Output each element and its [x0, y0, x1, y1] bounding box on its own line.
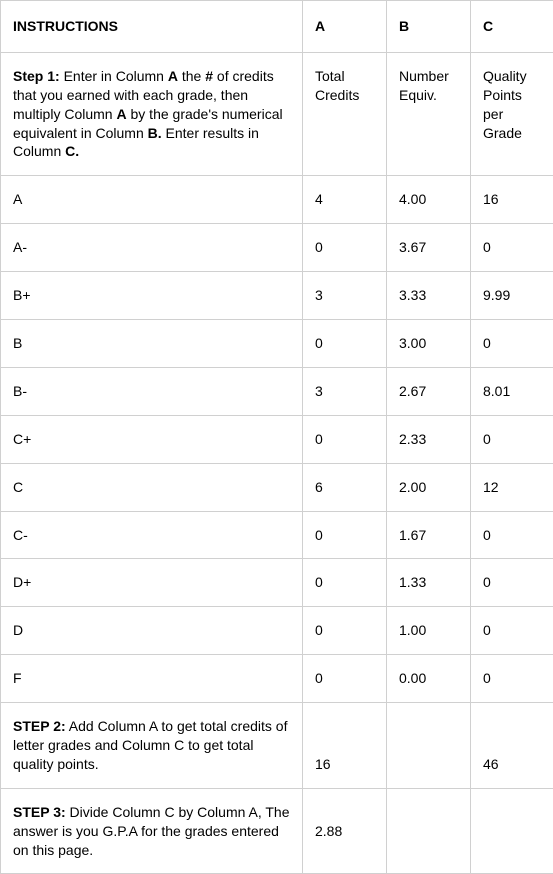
step1-col-b: Number Equiv.: [387, 52, 471, 175]
grade-label: B+: [1, 272, 303, 320]
step3-instructions: STEP 3: Divide Column C by Column A, The…: [1, 788, 303, 874]
step1-col-a: Total Credits: [303, 52, 387, 175]
header-instructions: INSTRUCTIONS: [1, 1, 303, 53]
header-col-c: C: [471, 1, 553, 53]
col-b-value: 1.67: [387, 511, 471, 559]
col-a-value: 0: [303, 607, 387, 655]
col-b-value: 2.00: [387, 463, 471, 511]
step2-col-c: 46: [471, 703, 553, 789]
col-c-value: 0: [471, 320, 553, 368]
col-a-value: 6: [303, 463, 387, 511]
step1-col-c: Quality Points per Grade: [471, 52, 553, 175]
grade-row: D+01.330: [1, 559, 553, 607]
step1-instructions: Step 1: Enter in Column A the # of credi…: [1, 52, 303, 175]
col-a-value: 4: [303, 176, 387, 224]
col-b-value: 4.00: [387, 176, 471, 224]
col-c-value: 0: [471, 415, 553, 463]
header-col-a: A: [303, 1, 387, 53]
col-a-value: 0: [303, 511, 387, 559]
step3-col-a: 2.88: [303, 788, 387, 874]
grade-row: A-03.670: [1, 224, 553, 272]
gpa-table: INSTRUCTIONS A B C Step 1: Enter in Colu…: [0, 0, 553, 874]
grade-row: D01.000: [1, 607, 553, 655]
col-c-value: 0: [471, 511, 553, 559]
col-a-value: 0: [303, 224, 387, 272]
col-b-value: 3.67: [387, 224, 471, 272]
grade-row: F00.000: [1, 655, 553, 703]
grade-label: D+: [1, 559, 303, 607]
col-a-value: 3: [303, 272, 387, 320]
grade-label: C: [1, 463, 303, 511]
grade-label: A-: [1, 224, 303, 272]
grade-label: F: [1, 655, 303, 703]
col-b-value: 2.67: [387, 367, 471, 415]
step2-instructions: STEP 2: Add Column A to get total credit…: [1, 703, 303, 789]
col-a-value: 0: [303, 559, 387, 607]
step2-col-b: [387, 703, 471, 789]
col-b-value: 0.00: [387, 655, 471, 703]
grade-label: C+: [1, 415, 303, 463]
grade-row: C+02.330: [1, 415, 553, 463]
col-c-value: 0: [471, 559, 553, 607]
col-a-value: 0: [303, 320, 387, 368]
col-b-value: 3.00: [387, 320, 471, 368]
col-c-value: 16: [471, 176, 553, 224]
grade-label: D: [1, 607, 303, 655]
step3-col-c: [471, 788, 553, 874]
grade-row: B-32.678.01: [1, 367, 553, 415]
col-b-value: 2.33: [387, 415, 471, 463]
step1-row: Step 1: Enter in Column A the # of credi…: [1, 52, 553, 175]
col-b-value: 1.33: [387, 559, 471, 607]
grade-label: B: [1, 320, 303, 368]
step3-row: STEP 3: Divide Column C by Column A, The…: [1, 788, 553, 874]
grade-label: A: [1, 176, 303, 224]
grade-row: C62.0012: [1, 463, 553, 511]
grade-row: B+33.339.99: [1, 272, 553, 320]
step2-col-a: 16: [303, 703, 387, 789]
col-a-value: 3: [303, 367, 387, 415]
col-a-value: 0: [303, 655, 387, 703]
grade-row: A44.0016: [1, 176, 553, 224]
step3-col-b: [387, 788, 471, 874]
header-col-b: B: [387, 1, 471, 53]
col-c-value: 0: [471, 607, 553, 655]
col-c-value: 0: [471, 224, 553, 272]
col-c-value: 0: [471, 655, 553, 703]
step2-row: STEP 2: Add Column A to get total credit…: [1, 703, 553, 789]
grade-label: B-: [1, 367, 303, 415]
col-c-value: 8.01: [471, 367, 553, 415]
header-row: INSTRUCTIONS A B C: [1, 1, 553, 53]
grade-label: C-: [1, 511, 303, 559]
col-b-value: 3.33: [387, 272, 471, 320]
grade-row: B03.000: [1, 320, 553, 368]
col-c-value: 12: [471, 463, 553, 511]
col-c-value: 9.99: [471, 272, 553, 320]
col-b-value: 1.00: [387, 607, 471, 655]
grade-row: C-01.670: [1, 511, 553, 559]
col-a-value: 0: [303, 415, 387, 463]
